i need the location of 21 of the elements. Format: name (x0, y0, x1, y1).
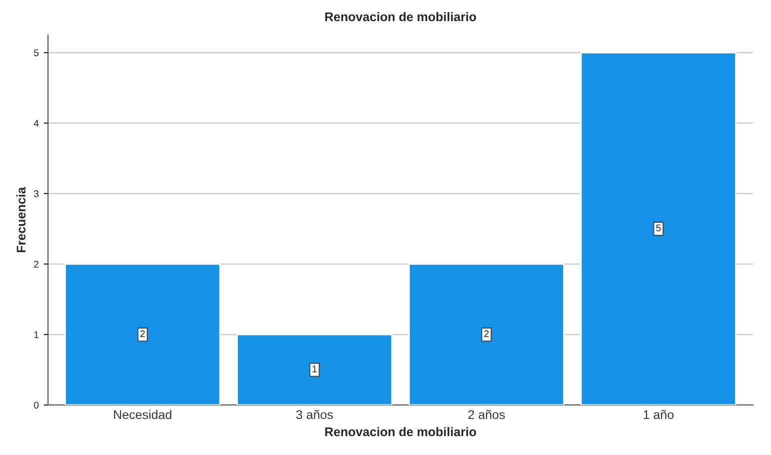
bar (408, 263, 565, 405)
y-tick-label: 5 (34, 49, 39, 56)
x-tick-label: 1 año (644, 410, 674, 420)
bar (580, 52, 736, 405)
x-tick-label: Necesidad (114, 410, 172, 420)
y-axis-title: Frecuencia (16, 186, 26, 252)
data-label: 5 (656, 224, 661, 232)
x-axis-title: Renovacion de mobiliario (325, 427, 476, 436)
y-tick-label: 3 (34, 190, 39, 198)
data-label: 1 (312, 366, 317, 372)
x-tick-label: 2 años (468, 410, 505, 420)
data-label: 2 (484, 330, 489, 338)
x-tick-label: 3 años (296, 410, 333, 420)
y-tick-label: 4 (34, 120, 39, 127)
data-label: 2 (140, 330, 145, 338)
chart-title: Renovacion de mobiliario (325, 12, 476, 22)
y-tick-label: 1 (34, 331, 38, 338)
bar (236, 334, 393, 405)
y-tick-label: 2 (34, 260, 38, 268)
bar (64, 263, 221, 405)
y-tick-label: 0 (34, 402, 39, 409)
